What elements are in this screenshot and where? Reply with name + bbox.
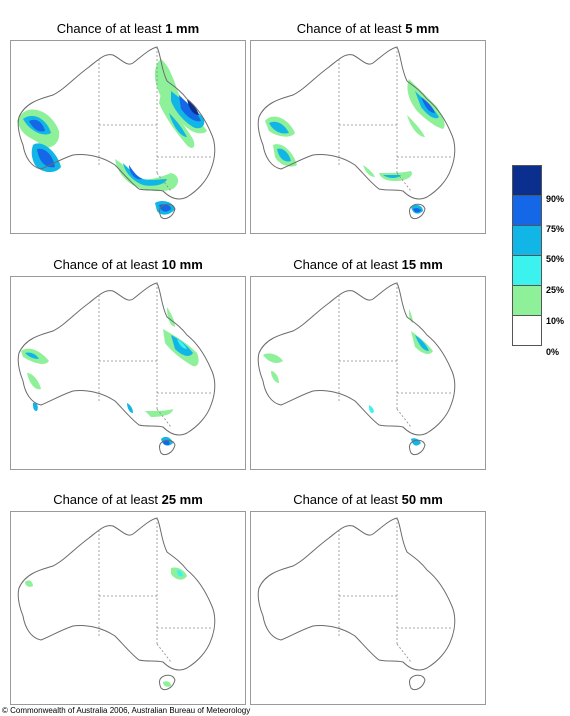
state-borders — [98, 283, 213, 428]
panel-title-6: Chance of at least 50 mm — [293, 492, 443, 507]
australia-map-1mm — [17, 46, 216, 220]
australia-outline — [17, 517, 216, 691]
panel-title-4: Chance of at least 15 mm — [293, 257, 443, 272]
probability-legend — [512, 165, 542, 346]
legend-label-90: 90% — [546, 194, 565, 204]
legend-swatch-10 — [512, 285, 542, 315]
legend-swatch-50 — [512, 225, 542, 255]
legend-label-25: 25% — [546, 285, 565, 295]
copyright-notice: © Commonwealth of Australia 2006, Austra… — [2, 706, 251, 715]
panel-title-1: Chance of at least 1 mm — [56, 21, 200, 36]
australia-outline — [257, 517, 456, 691]
state-borders — [338, 283, 453, 428]
australia-outline — [17, 46, 216, 220]
panel-title-2: Chance of at least 5 mm — [296, 21, 440, 36]
map-panel-50mm — [250, 511, 486, 705]
australia-outline — [257, 46, 456, 220]
legend-swatch-75 — [512, 195, 542, 225]
legend-label-10: 10% — [546, 316, 565, 326]
map-panel-10mm — [10, 276, 246, 470]
map-panel-1mm — [10, 40, 246, 234]
australia-map-25mm — [17, 517, 216, 691]
australia-map-50mm — [257, 517, 456, 691]
legend-swatch-0 — [512, 315, 542, 346]
state-borders — [338, 518, 453, 663]
panel-title-5: Chance of at least 25 mm — [53, 492, 203, 507]
map-panel-25mm — [10, 511, 246, 705]
legend-swatch-25 — [512, 255, 542, 285]
state-borders — [338, 47, 453, 192]
australia-map-10mm — [17, 282, 216, 456]
panel-title-3: Chance of at least 10 mm — [53, 257, 203, 272]
legend-label-75: 75% — [546, 224, 565, 234]
australia-outline — [257, 282, 456, 456]
australia-map-5mm — [257, 46, 456, 220]
map-panel-15mm — [250, 276, 486, 470]
map-panel-5mm — [250, 40, 486, 234]
state-borders — [98, 47, 213, 192]
australia-outline — [17, 282, 216, 456]
legend-swatch-90 — [512, 165, 542, 195]
legend-label-0: 0% — [546, 347, 560, 357]
legend-label-50: 50% — [546, 254, 565, 264]
australia-map-15mm — [257, 282, 456, 456]
state-borders — [98, 518, 213, 663]
